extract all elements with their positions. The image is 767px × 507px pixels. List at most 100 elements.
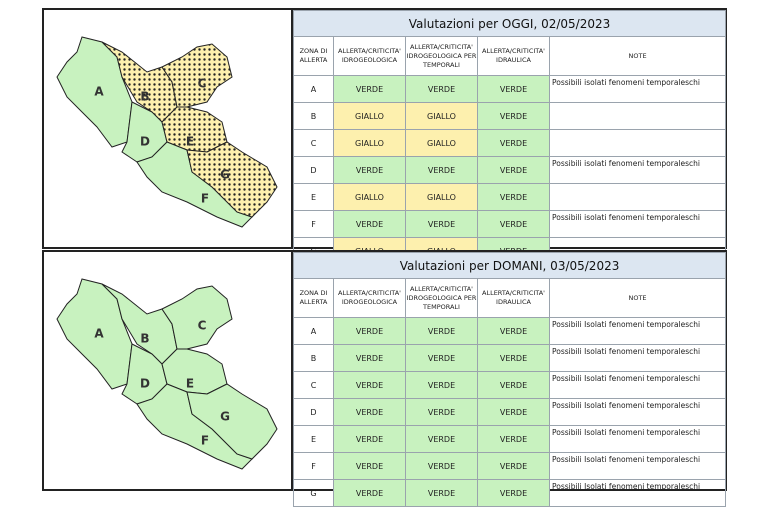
zone-label: D	[140, 377, 150, 391]
zone-cell: G	[293, 479, 334, 507]
level-cell: VERDE	[405, 210, 478, 238]
zone-label: D	[140, 135, 150, 149]
level-cell: VERDE	[405, 371, 478, 399]
zone-label: B	[140, 332, 149, 346]
level-cell: VERDE	[333, 344, 406, 372]
zone-area	[161, 285, 233, 350]
zone-label: G	[220, 168, 230, 182]
level-cell: VERDE	[477, 75, 550, 103]
level-cell: VERDE	[477, 479, 550, 507]
zone-label: B	[140, 90, 149, 104]
zone-label: F	[201, 192, 209, 206]
level-cell: GIALLO	[333, 102, 406, 130]
zone-label: A	[94, 327, 104, 341]
zone-cell: B	[293, 102, 334, 130]
column-header: ZONA DI ALLERTA	[293, 36, 334, 76]
column-header: ZONA DI ALLERTA	[293, 278, 334, 318]
level-cell: VERDE	[477, 183, 550, 211]
level-cell: VERDE	[333, 425, 406, 453]
level-cell: VERDE	[477, 398, 550, 426]
note-cell: Possibili Isolati fenomeni temporaleschi	[548, 452, 727, 480]
zone-label: C	[198, 319, 207, 333]
column-header: ALLERTA/CRITICITA' IDRAULICA	[477, 36, 550, 76]
level-cell: VERDE	[333, 398, 406, 426]
zone-area	[186, 141, 278, 218]
alert-table: Valutazioni per DOMANI, 03/05/2023 ZONA D…	[292, 252, 727, 507]
level-cell: VERDE	[477, 452, 550, 480]
level-cell: VERDE	[333, 479, 406, 507]
zone-cell: A	[293, 75, 334, 103]
level-cell: VERDE	[477, 317, 550, 345]
alert-table: Valutazioni per OGGI, 02/05/2023 ZONA DI …	[292, 10, 727, 265]
zone-label: E	[186, 135, 194, 149]
note-cell: Possibili Isolati fenomeni temporaleschi	[548, 317, 727, 345]
column-header: NOTE	[548, 278, 727, 318]
zone-cell: C	[293, 371, 334, 399]
column-header: ALLERTA/CRITICITA' IDRAULICA	[477, 278, 550, 318]
level-cell: GIALLO	[405, 102, 478, 130]
column-header: ALLERTA/CRITICITA' IDROGEOLOGICA	[333, 278, 406, 318]
table-title: Valutazioni per DOMANI, 03/05/2023	[292, 252, 727, 279]
note-cell: Possibili Isolati fenomeni temporaleschi	[548, 371, 727, 399]
zone-cell: F	[293, 210, 334, 238]
column-header: NOTE	[548, 36, 727, 76]
note-cell: Possibili isolati fenomeni temporaleschi	[548, 156, 727, 184]
note-cell: Possibili Isolati fenomeni temporaleschi	[548, 425, 727, 453]
zone-label: F	[201, 434, 209, 448]
zone-cell: E	[293, 425, 334, 453]
level-cell: VERDE	[477, 371, 550, 399]
level-cell: VERDE	[405, 317, 478, 345]
column-header: ALLERTA/CRITICITA' IDROGEOLOGICA PER TEM…	[405, 36, 478, 76]
level-cell: VERDE	[477, 425, 550, 453]
zone-cell: C	[293, 129, 334, 157]
level-cell: GIALLO	[333, 183, 406, 211]
level-cell: GIALLO	[333, 129, 406, 157]
note-cell	[548, 102, 727, 130]
level-cell: VERDE	[477, 210, 550, 238]
level-cell: VERDE	[477, 156, 550, 184]
zone-cell: D	[293, 156, 334, 184]
level-cell: GIALLO	[405, 183, 478, 211]
column-header: ALLERTA/CRITICITA' IDROGEOLOGICA PER TEM…	[405, 278, 478, 318]
level-cell: VERDE	[333, 317, 406, 345]
table-title: Valutazioni per OGGI, 02/05/2023	[292, 10, 727, 37]
level-cell: VERDE	[405, 75, 478, 103]
level-cell: VERDE	[333, 75, 406, 103]
note-cell: Possibili Isolati fenomeni temporaleschi	[548, 479, 727, 507]
note-cell: Possibili isolati fenomeni temporaleschi	[548, 75, 727, 103]
level-cell: VERDE	[333, 210, 406, 238]
level-cell: VERDE	[405, 156, 478, 184]
column-header: ALLERTA/CRITICITA' IDROGEOLOGICA	[333, 36, 406, 76]
zone-area	[161, 43, 233, 108]
level-cell: VERDE	[477, 129, 550, 157]
zone-label: C	[198, 77, 207, 91]
zone-cell: A	[293, 317, 334, 345]
level-cell: VERDE	[477, 102, 550, 130]
level-cell: VERDE	[405, 425, 478, 453]
level-cell: VERDE	[405, 344, 478, 372]
zone-label: E	[186, 377, 194, 391]
note-cell: Possibili Isolati fenomeni temporaleschi	[548, 398, 727, 426]
zone-cell: E	[293, 183, 334, 211]
note-cell	[548, 129, 727, 157]
map: A B C D E FG	[56, 252, 293, 489]
zone-cell: B	[293, 344, 334, 372]
note-cell	[548, 183, 727, 211]
zone-cell: F	[293, 452, 334, 480]
level-cell: VERDE	[477, 344, 550, 372]
zone-cell: D	[293, 398, 334, 426]
level-cell: VERDE	[405, 398, 478, 426]
level-cell: VERDE	[333, 452, 406, 480]
note-cell: Possibili Isolati fenomeni temporaleschi	[548, 344, 727, 372]
level-cell: VERDE	[405, 452, 478, 480]
map: A B C D E FG	[56, 10, 293, 247]
level-cell: GIALLO	[405, 129, 478, 157]
zone-label: G	[220, 410, 230, 424]
zone-area	[186, 383, 278, 460]
level-cell: VERDE	[405, 479, 478, 507]
note-cell: Possibili isolati fenomeni temporaleschi	[548, 210, 727, 238]
level-cell: VERDE	[333, 156, 406, 184]
